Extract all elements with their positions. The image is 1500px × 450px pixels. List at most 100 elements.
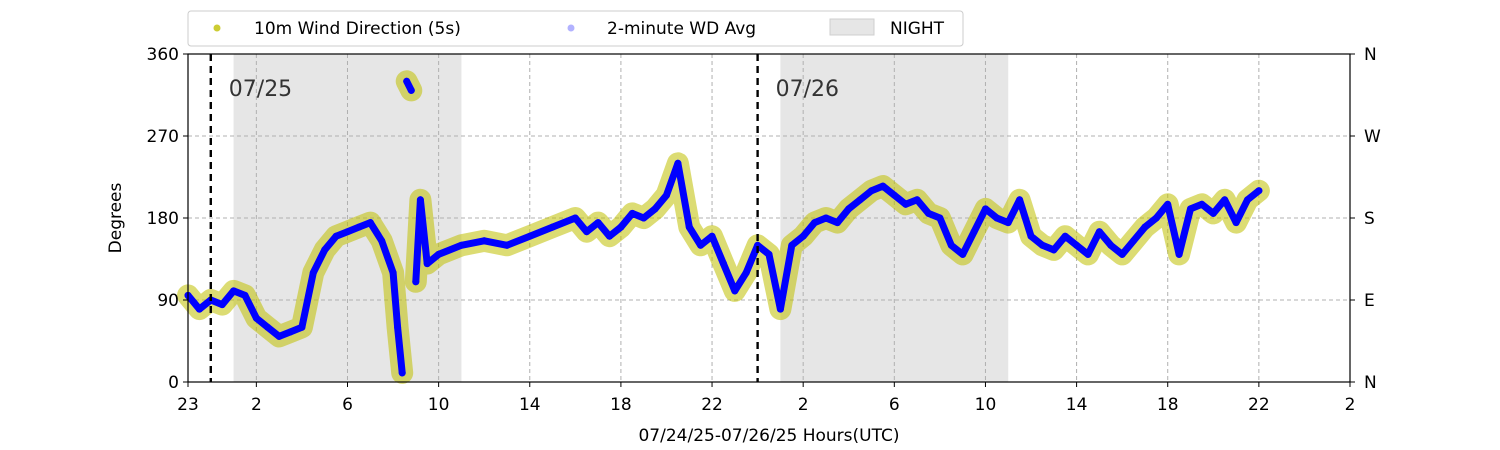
y-tick-label-1: 90 bbox=[157, 291, 179, 311]
wind-direction-avg-layer bbox=[184, 77, 1263, 377]
wd-avg-point-8 bbox=[275, 332, 283, 340]
y-tick-label-0: 0 bbox=[168, 373, 179, 393]
x-tick-label-10: 14 bbox=[1066, 395, 1088, 415]
wd-avg-point-72 bbox=[1027, 232, 1035, 240]
day-marker-layer: 07/25 07/26 bbox=[209, 54, 839, 382]
wd-avg-point-26 bbox=[435, 250, 443, 258]
legend-box bbox=[187, 10, 964, 47]
x-tick-label-12: 22 bbox=[1248, 395, 1270, 415]
wd-avg-point-3 bbox=[218, 301, 226, 309]
wd-avg-point-68 bbox=[982, 205, 989, 213]
wd-avg-point-34 bbox=[594, 219, 602, 227]
wd-avg-point-59 bbox=[879, 182, 887, 190]
wd-avg-point-38 bbox=[640, 214, 648, 222]
wd-avg-point-5 bbox=[241, 291, 249, 299]
x-tick-label-8: 6 bbox=[889, 395, 900, 415]
x-tick-label-3: 10 bbox=[428, 395, 450, 415]
x-axis-label: 07/24/25-07/26/25 Hours(UTC) bbox=[638, 426, 899, 446]
wd-avg-point-23 bbox=[412, 278, 420, 286]
wd-avg-point-25 bbox=[423, 260, 431, 268]
wd-avg-point-77 bbox=[1084, 250, 1092, 258]
wd-avg-point-28 bbox=[480, 237, 488, 245]
wd-avg-point-9 bbox=[287, 328, 294, 336]
wd-avg-point-61 bbox=[902, 200, 910, 208]
wd-avg-point-57 bbox=[856, 196, 864, 204]
wd-avg-point-83 bbox=[1152, 214, 1160, 222]
wd-avg-point-31 bbox=[549, 223, 556, 231]
x-tick-label-5: 18 bbox=[610, 395, 632, 415]
wd-avg-point-40 bbox=[663, 191, 670, 199]
wd-avg-point-62 bbox=[913, 196, 921, 204]
wd-avg-point-11 bbox=[309, 269, 317, 277]
wd-avg-point-91 bbox=[1244, 196, 1251, 204]
y-tick-label-2: 180 bbox=[147, 209, 179, 229]
wd-avg-point-81 bbox=[1130, 237, 1137, 245]
wd-avg-point-65 bbox=[947, 241, 955, 249]
wd-avg-point-64 bbox=[936, 214, 944, 222]
wd-avg-point-39 bbox=[651, 205, 659, 213]
wd-avg-point-42 bbox=[685, 223, 693, 231]
wd-avg-point-16 bbox=[366, 219, 374, 227]
wd-avg-point-78 bbox=[1095, 228, 1103, 236]
y2-tick-label-1: E bbox=[1364, 291, 1375, 311]
x-axis: 23 2 6 10 14 18 22 2 6 10 14 18 22 2 bbox=[177, 382, 1355, 415]
wd-avg-point-84 bbox=[1164, 200, 1172, 208]
x-tick-label-11: 18 bbox=[1157, 395, 1179, 415]
wd-avg-point-58 bbox=[868, 187, 875, 195]
wd-avg-point-53 bbox=[811, 219, 819, 227]
wd-avg-point-60 bbox=[890, 191, 898, 199]
y2-tick-label-3: W bbox=[1364, 127, 1381, 147]
x-tick-label-7: 2 bbox=[798, 395, 809, 415]
wd-avg-point-71 bbox=[1016, 196, 1024, 204]
x-tick-label-6: 22 bbox=[701, 395, 723, 415]
wd-avg-point-10 bbox=[298, 323, 306, 331]
x-tick-label-13: 2 bbox=[1345, 395, 1356, 415]
wd-avg-point-80 bbox=[1118, 250, 1126, 258]
wd-avg-point-7 bbox=[264, 323, 272, 331]
wd-avg-point-13 bbox=[332, 232, 340, 240]
wd-avg-point-89 bbox=[1221, 196, 1229, 204]
wd-avg-point-43 bbox=[697, 241, 705, 249]
wd-avg-point-4 bbox=[230, 287, 238, 295]
wd-avg-point-67 bbox=[970, 228, 978, 236]
y2-tick-label-4: N bbox=[1364, 45, 1377, 65]
wd-avg-point-33 bbox=[583, 228, 591, 236]
legend-marker-wind-direction bbox=[213, 24, 221, 32]
wd-avg-point-22 bbox=[407, 86, 415, 94]
x-tick-label-9: 10 bbox=[975, 395, 997, 415]
wd-avg-point-55 bbox=[833, 219, 841, 227]
wd-avg-point-70 bbox=[1004, 219, 1012, 227]
wd-avg-point-36 bbox=[617, 223, 625, 231]
wd-avg-point-52 bbox=[799, 232, 807, 240]
wd-avg-point-30 bbox=[526, 232, 534, 240]
wd-avg-point-73 bbox=[1038, 241, 1046, 249]
legend-label-wd-avg: 2-minute WD Avg bbox=[607, 19, 756, 39]
wd-avg-point-51 bbox=[788, 241, 796, 249]
legend-label-night: NIGHT bbox=[890, 19, 945, 39]
x-tick-label-4: 14 bbox=[519, 395, 541, 415]
y2-tick-label-2: S bbox=[1364, 209, 1375, 229]
wd-avg-point-90 bbox=[1232, 219, 1240, 227]
wd-avg-point-85 bbox=[1175, 250, 1183, 258]
wd-avg-point-76 bbox=[1073, 241, 1081, 249]
y2-tick-label-0: N bbox=[1364, 373, 1377, 393]
wd-avg-point-49 bbox=[765, 250, 773, 258]
wd-avg-point-56 bbox=[845, 205, 853, 213]
wd-avg-point-24 bbox=[416, 196, 424, 204]
legend: 10m Wind Direction (5s) 2-minute WD Avg … bbox=[187, 10, 964, 47]
wd-avg-point-21 bbox=[403, 77, 411, 85]
wd-avg-point-79 bbox=[1107, 241, 1115, 249]
y-axis-right: N E S W N bbox=[1350, 45, 1381, 393]
legend-marker-night bbox=[829, 18, 875, 36]
wd-avg-point-12 bbox=[321, 246, 329, 254]
x-tick-label-1: 2 bbox=[251, 395, 262, 415]
wd-avg-point-69 bbox=[993, 214, 1001, 222]
wd-avg-point-14 bbox=[344, 228, 351, 236]
x-tick-label-2: 6 bbox=[342, 395, 353, 415]
wd-avg-point-86 bbox=[1187, 205, 1194, 213]
legend-label-wind-direction: 10m Wind Direction (5s) bbox=[254, 19, 461, 39]
wd-avg-point-32 bbox=[571, 214, 579, 222]
wd-avg-point-17 bbox=[378, 237, 386, 245]
wd-avg-point-6 bbox=[252, 314, 260, 322]
wd-avg-point-50 bbox=[776, 305, 784, 313]
